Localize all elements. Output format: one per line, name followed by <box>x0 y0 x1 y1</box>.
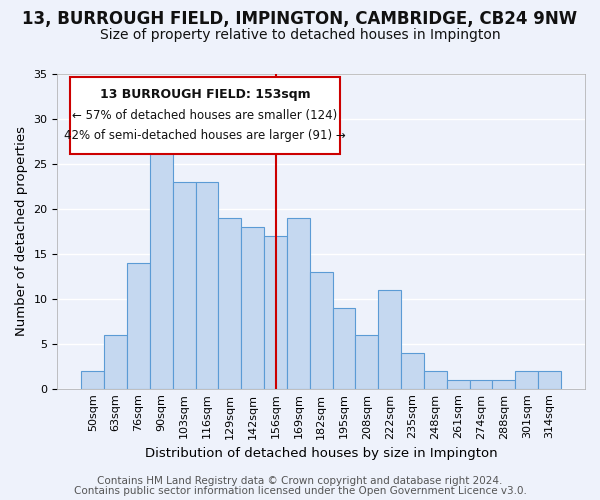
Text: 13 BURROUGH FIELD: 153sqm: 13 BURROUGH FIELD: 153sqm <box>100 88 310 102</box>
Text: ← 57% of detached houses are smaller (124): ← 57% of detached houses are smaller (12… <box>73 109 338 122</box>
Bar <box>538 370 561 388</box>
Bar <box>82 370 104 388</box>
Bar <box>173 182 196 388</box>
Text: 42% of semi-detached houses are larger (91) →: 42% of semi-detached houses are larger (… <box>64 129 346 142</box>
Bar <box>332 308 355 388</box>
Bar <box>493 380 515 388</box>
Bar <box>104 334 127 388</box>
Bar <box>515 370 538 388</box>
X-axis label: Distribution of detached houses by size in Impington: Distribution of detached houses by size … <box>145 447 497 460</box>
Bar <box>424 370 447 388</box>
Bar <box>218 218 241 388</box>
Text: Size of property relative to detached houses in Impington: Size of property relative to detached ho… <box>100 28 500 42</box>
Text: Contains public sector information licensed under the Open Government Licence v3: Contains public sector information licen… <box>74 486 526 496</box>
Bar <box>401 352 424 388</box>
Bar <box>127 263 150 388</box>
Bar <box>310 272 332 388</box>
Bar <box>379 290 401 388</box>
Bar <box>264 236 287 388</box>
Bar <box>241 227 264 388</box>
Bar <box>470 380 493 388</box>
Bar <box>355 334 379 388</box>
Bar <box>447 380 470 388</box>
Text: 13, BURROUGH FIELD, IMPINGTON, CAMBRIDGE, CB24 9NW: 13, BURROUGH FIELD, IMPINGTON, CAMBRIDGE… <box>22 10 578 28</box>
Text: Contains HM Land Registry data © Crown copyright and database right 2024.: Contains HM Land Registry data © Crown c… <box>97 476 503 486</box>
Y-axis label: Number of detached properties: Number of detached properties <box>15 126 28 336</box>
Bar <box>196 182 218 388</box>
Bar <box>150 146 173 388</box>
Bar <box>287 218 310 388</box>
